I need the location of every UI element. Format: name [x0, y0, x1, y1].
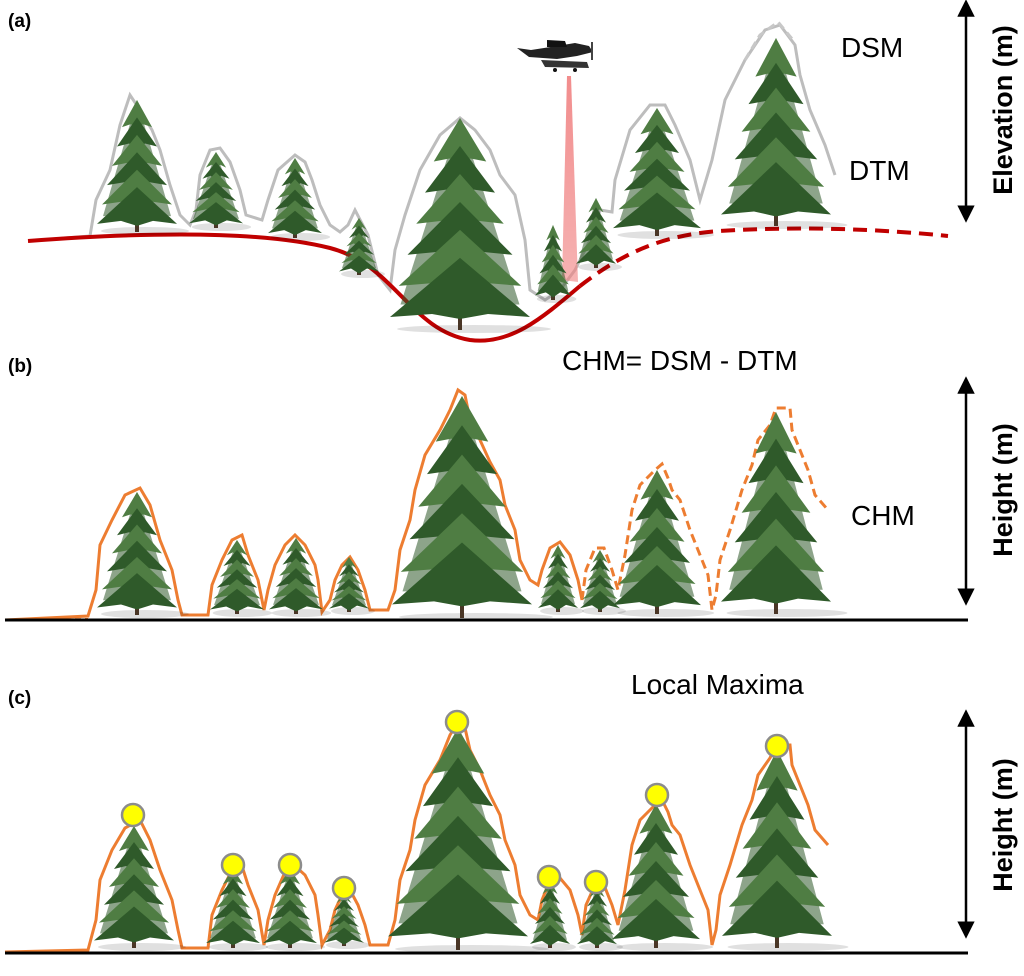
conifer-tree-icon [388, 728, 549, 953]
local-maxima-group [120, 709, 790, 901]
conifer-tree-icon [269, 538, 332, 617]
chm-formula: CHM= DSM - DTM [562, 345, 798, 376]
conifer-tree-icon [721, 412, 848, 617]
dtm-line-dashed [578, 226, 949, 288]
local-maxima-title: Local Maxima [631, 669, 804, 700]
yellow-dot-icon [764, 733, 790, 759]
conifer-tree-icon [538, 545, 584, 615]
conifer-tree-icon [97, 492, 189, 618]
conifer-tree-icon [722, 750, 849, 951]
conifer-tree-icon [576, 198, 622, 271]
conifer-tree-icon [535, 225, 577, 303]
yellow-dot-icon [536, 864, 562, 890]
chm-outline-solid [4, 387, 584, 622]
conifer-tree-icon [580, 550, 626, 615]
laser-beam [562, 76, 578, 282]
conifer-tree-icon [392, 396, 553, 621]
panel-a-label: (a) [8, 11, 31, 32]
conifer-tree-icon [324, 892, 370, 949]
dsm-label: DSM [841, 32, 903, 63]
height-axis-label-c: Height (m) [988, 758, 1018, 891]
conifer-tree-icon [268, 158, 331, 241]
conifer-tree-icon [97, 100, 189, 235]
conifer-tree-icon [721, 38, 848, 229]
trees-group-b [97, 396, 848, 621]
conifer-tree-icon [94, 826, 186, 951]
yellow-dot-icon [220, 852, 246, 878]
conifer-tree-icon [613, 108, 715, 239]
conifer-tree-icon [612, 804, 714, 951]
conifer-tree-icon [339, 218, 385, 278]
trees-group-a [97, 38, 848, 333]
yellow-dot-icon [331, 875, 357, 901]
dtm-line-solid [27, 232, 582, 343]
chm-label: CHM [851, 500, 915, 531]
conifer-tree-icon [613, 470, 715, 617]
panel-b-label: (b) [8, 356, 32, 377]
yellow-dot-icon [583, 869, 609, 895]
yellow-dot-icon [277, 852, 303, 878]
conifer-tree-icon [530, 880, 576, 951]
conifer-tree-icon [210, 540, 273, 617]
trees-group-c [94, 728, 849, 953]
panel-c: (c) Local Maxima Height (m) [4, 669, 1018, 955]
yellow-dot-icon [644, 782, 670, 808]
chm-outline-dashed [580, 406, 830, 611]
conifer-tree-icon [206, 868, 269, 951]
yellow-dot-icon [120, 802, 146, 828]
panel-c-label: (c) [8, 688, 31, 709]
yellow-dot-icon [444, 709, 470, 735]
height-axis-label-b: Height (m) [988, 423, 1018, 556]
panel-a: (a) DSM DTM Elevation (m) [8, 0, 1018, 343]
conifer-tree-icon [263, 868, 326, 951]
dtm-label: DTM [849, 155, 910, 186]
plane-icon [517, 40, 593, 72]
elevation-axis-label: Elevation (m) [988, 25, 1018, 195]
dsm-outline [29, 23, 837, 302]
conifer-tree-icon [189, 152, 252, 231]
dsm-outline-right [743, 19, 795, 61]
conifer-tree-icon [390, 118, 551, 333]
conifer-tree-icon [329, 557, 375, 615]
panel-b: (b) CHM= DSM - DTM CHM Height (m) [4, 345, 1018, 622]
